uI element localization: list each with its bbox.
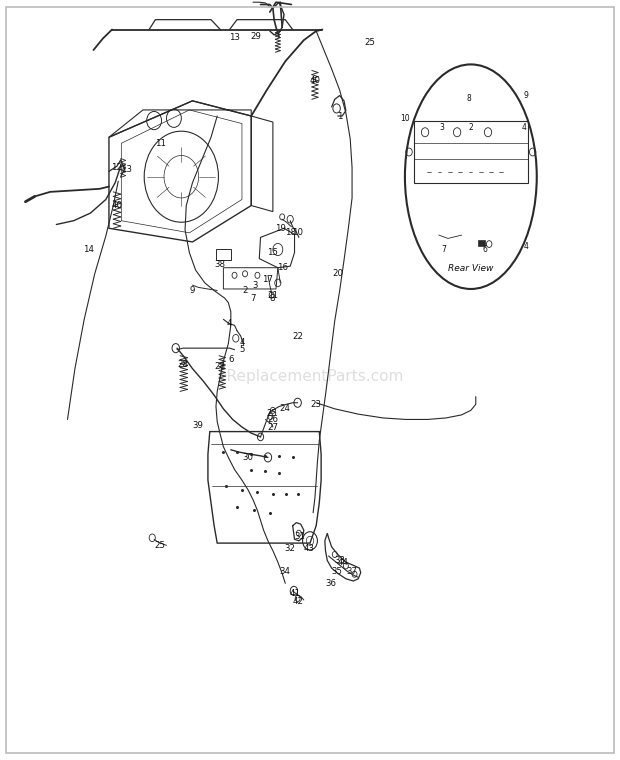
Text: 30: 30 xyxy=(242,453,254,462)
Text: 7: 7 xyxy=(441,245,446,254)
Text: 2: 2 xyxy=(242,286,248,295)
Text: 7: 7 xyxy=(250,293,256,302)
Text: 3: 3 xyxy=(439,123,444,131)
Text: 4: 4 xyxy=(239,337,245,347)
Text: 23: 23 xyxy=(311,400,322,409)
Text: 15: 15 xyxy=(267,248,278,257)
Text: 39: 39 xyxy=(192,421,203,430)
Text: 22: 22 xyxy=(292,331,303,340)
Text: 3: 3 xyxy=(253,280,259,290)
Text: 41: 41 xyxy=(290,590,301,598)
Text: 14: 14 xyxy=(83,245,94,254)
Text: 25: 25 xyxy=(266,409,277,418)
Text: 26: 26 xyxy=(267,415,278,424)
Text: 42: 42 xyxy=(292,597,303,606)
Text: 17: 17 xyxy=(262,275,273,284)
Text: 13: 13 xyxy=(229,33,240,42)
Text: 29: 29 xyxy=(250,32,261,41)
Text: 6: 6 xyxy=(228,355,234,364)
Text: eReplacementParts.com: eReplacementParts.com xyxy=(217,369,403,384)
Text: 4: 4 xyxy=(521,123,526,131)
Text: 11: 11 xyxy=(155,139,166,147)
Text: 8: 8 xyxy=(467,93,471,103)
Text: 9: 9 xyxy=(523,91,528,100)
Text: 40: 40 xyxy=(112,201,123,210)
Text: 8: 8 xyxy=(269,294,275,303)
Text: 33: 33 xyxy=(334,556,345,565)
Text: 44: 44 xyxy=(338,558,349,566)
Text: 18: 18 xyxy=(285,227,296,236)
Text: 1: 1 xyxy=(337,112,342,121)
Text: 20: 20 xyxy=(332,269,343,278)
Text: 37: 37 xyxy=(347,567,358,575)
Text: 36: 36 xyxy=(326,579,337,587)
Text: 31: 31 xyxy=(294,532,306,541)
FancyBboxPatch shape xyxy=(478,239,485,246)
Text: 27: 27 xyxy=(267,423,278,432)
Text: 25: 25 xyxy=(155,541,166,550)
Text: 28: 28 xyxy=(215,362,226,371)
Text: 38: 38 xyxy=(215,260,226,269)
Text: 10: 10 xyxy=(292,227,303,236)
Text: 24: 24 xyxy=(280,404,291,413)
Text: 25: 25 xyxy=(364,38,375,47)
Text: 5: 5 xyxy=(239,345,245,354)
Text: 32: 32 xyxy=(285,544,296,553)
Text: 2: 2 xyxy=(469,123,473,131)
Text: 13: 13 xyxy=(122,165,133,173)
Text: 43: 43 xyxy=(303,544,314,553)
Text: 6: 6 xyxy=(482,245,487,254)
Text: 12: 12 xyxy=(112,163,123,172)
Text: 19: 19 xyxy=(275,223,286,233)
Text: 21: 21 xyxy=(267,290,278,299)
Text: 9: 9 xyxy=(190,286,195,295)
Text: 10: 10 xyxy=(400,114,410,123)
Text: 34: 34 xyxy=(280,567,291,575)
Text: 16: 16 xyxy=(277,263,288,272)
Text: 35: 35 xyxy=(332,567,343,575)
Text: Rear View: Rear View xyxy=(448,264,494,274)
Text: 28: 28 xyxy=(178,360,188,369)
Text: 4: 4 xyxy=(227,318,232,328)
Text: 4: 4 xyxy=(523,242,528,251)
Text: 40: 40 xyxy=(309,76,321,85)
